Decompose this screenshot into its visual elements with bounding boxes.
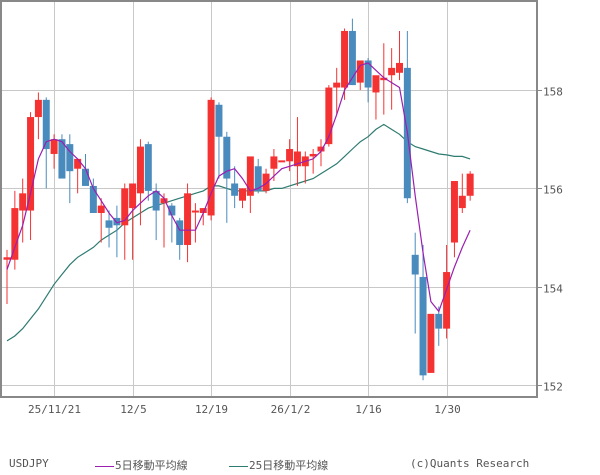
- candlestick-chart: 152 154 156 158 25/11/21 12/5 12/19 26/1/2 1/16…: [0, 0, 563, 416]
- plot-frame: [0, 0, 538, 398]
- symbol-label: USDJPY: [9, 457, 49, 470]
- x-tick-label: 25/11/21: [28, 403, 81, 416]
- candles: [3, 18, 474, 381]
- x-tick-label: 26/1/2: [271, 403, 311, 416]
- x-tick-label: 1/30: [434, 403, 461, 416]
- ma25-swatch-icon: [229, 465, 248, 467]
- y-tick-label: 156: [543, 184, 563, 197]
- x-tick-label: 12/5: [120, 403, 147, 416]
- y-axis: 152 154 156 158: [537, 86, 563, 394]
- legend-ma25: 25日移動平均線: [229, 457, 328, 473]
- x-tick-label: 1/16: [355, 403, 382, 416]
- x-axis: 25/11/21 12/5 12/19 26/1/2 1/16 1/30: [28, 403, 461, 416]
- ma25-line: [6, 123, 471, 342]
- ma5-swatch-icon: [95, 465, 114, 467]
- legend: USDJPY 5日移動平均線 25日移動平均線 (c)Quants Resear…: [0, 457, 600, 473]
- ma5-line: [6, 62, 471, 313]
- y-tick-label: 154: [543, 283, 563, 296]
- y-tick-label: 152: [543, 381, 563, 394]
- legend-ma5: 5日移動平均線: [95, 457, 188, 473]
- x-tick-label: 12/19: [195, 403, 228, 416]
- y-tick-label: 158: [543, 86, 563, 99]
- credit-label: (c)Quants Research: [410, 457, 530, 470]
